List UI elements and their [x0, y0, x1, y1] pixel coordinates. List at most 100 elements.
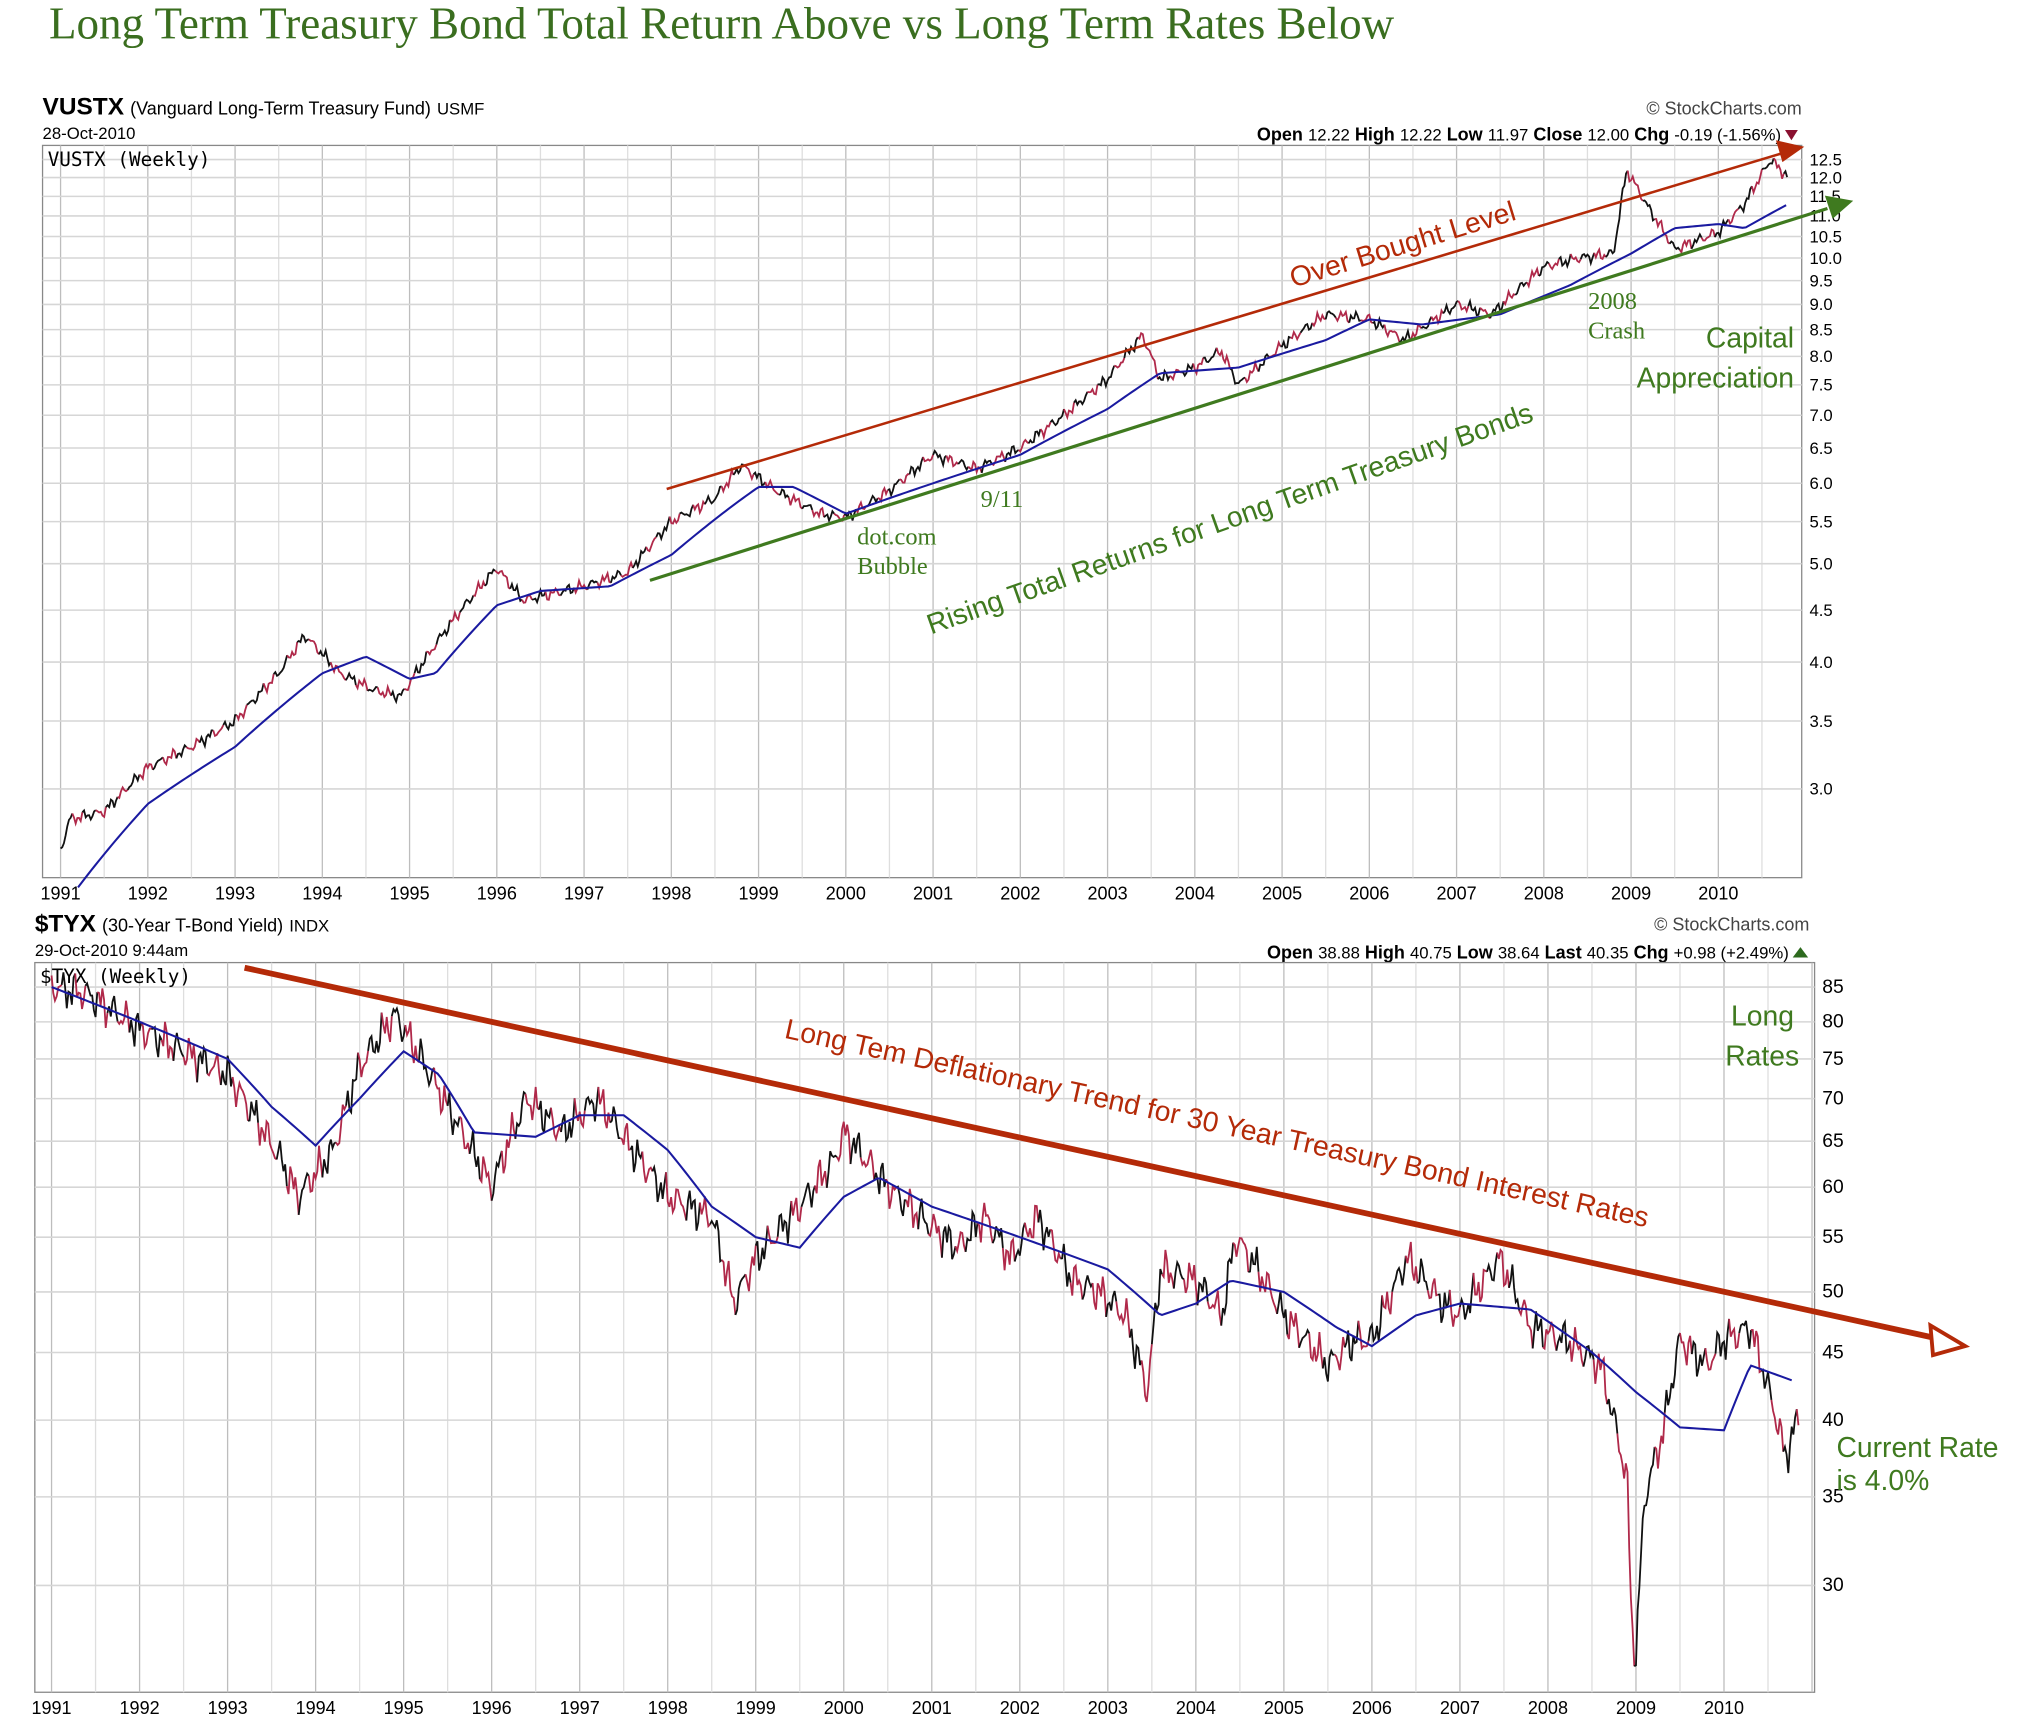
dotcom-label-1: dot.com [857, 523, 936, 550]
y-tick-label: 70 [1822, 1088, 1843, 1109]
y-tick-label: 4.5 [1809, 601, 1832, 620]
price-line-segment [1311, 309, 1326, 328]
x-tick-label: 1997 [560, 1698, 600, 1718]
price-line-segment [140, 1021, 152, 1051]
price-line-segment [1616, 1433, 1636, 1667]
price-line-segment [1150, 1268, 1163, 1345]
top-price-panel: 3.0 3.5 4.0 4.5 5.0 5.5 6.0 6.5 7.0 7.5 8.0 8.5 9.0 9… [41, 144, 1842, 904]
price-line-segment [945, 454, 959, 468]
price-line-segment [138, 762, 154, 782]
price-line-segment [1569, 253, 1582, 264]
quote-value-close: 12.00 [1587, 125, 1629, 144]
price-line-segment [196, 1044, 209, 1083]
price-line-segment [1018, 438, 1030, 454]
quote-label-close: Close [1533, 124, 1582, 144]
price-line-segment [1538, 260, 1550, 277]
price-line-segment [1097, 365, 1116, 390]
price-line-segment [1416, 1258, 1429, 1291]
price-line-segment [1442, 300, 1459, 316]
price-line-segment [1489, 301, 1505, 319]
y-tick-label: 5.5 [1809, 512, 1832, 531]
price-line-segment [550, 1107, 562, 1143]
price-line-segment [651, 1163, 667, 1203]
top-panel-header: VUSTX (Vanguard Long-Term Treasury Fund)… [43, 94, 1802, 145]
price-line-segment [1420, 316, 1433, 330]
y-tick-label: 6.0 [1809, 474, 1832, 493]
top-change-down-icon [1784, 129, 1798, 141]
price-line-segment [484, 568, 496, 587]
price-line-segment [446, 1092, 461, 1135]
quote-value-high: 40.75 [1410, 944, 1452, 963]
price-line-segment [1087, 384, 1099, 396]
price-line-segment [641, 1151, 654, 1183]
price-line-segment [849, 1132, 862, 1165]
price-line-segment [1232, 1236, 1250, 1273]
y-tick-label: 30 [1822, 1575, 1843, 1596]
current-rate-label-2: is 4.0% [1836, 1464, 1929, 1496]
x-tick-label: 2000 [826, 884, 866, 904]
quote-label-low: Low [1457, 943, 1494, 963]
price-line-segment [1128, 1328, 1143, 1369]
price-line-segment [1206, 1290, 1223, 1326]
price-line-segment [1728, 1318, 1741, 1350]
y-tick-label: 7.0 [1809, 406, 1832, 425]
price-line-segment [357, 1050, 369, 1078]
price-line-segment [1592, 1353, 1609, 1405]
price-line-segment [458, 1115, 471, 1154]
price-line-segment [873, 1162, 887, 1195]
price-line-segment [704, 485, 723, 505]
x-tick-label: 2001 [912, 1698, 952, 1718]
x-tick-label: 1999 [736, 1698, 776, 1718]
price-line-segment [246, 683, 265, 706]
price-line-segment [212, 724, 225, 738]
price-line-segment [887, 478, 901, 499]
price-line-segment [490, 1150, 503, 1201]
page-title: Long Term Treasury Bond Total Return Abo… [49, 0, 1395, 49]
y-tick-label: 80 [1822, 1012, 1843, 1033]
price-line-segment [1161, 1249, 1175, 1289]
price-line-segment [151, 1025, 163, 1058]
x-tick-label: 2009 [1611, 884, 1651, 904]
price-line-segment [286, 641, 299, 659]
price-line-segment [1004, 445, 1020, 463]
top-date: 28-Oct-2010 [43, 124, 136, 143]
price-line-segment [586, 579, 598, 590]
price-line-segment [908, 456, 924, 479]
price-line-segment [479, 1156, 493, 1201]
y-tick-label: 75 [1822, 1049, 1843, 1070]
top-symbol: VUSTX [43, 94, 125, 121]
price-line-segment [1299, 322, 1314, 334]
x-tick-label: 2010 [1698, 884, 1738, 904]
x-tick-label: 2006 [1352, 1698, 1392, 1718]
price-line-segment [500, 1112, 517, 1174]
quote-label-high: High [1355, 124, 1395, 144]
price-line-segment [1381, 1291, 1394, 1315]
x-tick-label: 1996 [477, 884, 517, 904]
price-line-segment [1700, 228, 1716, 242]
price-line-segment [1593, 246, 1607, 261]
price-line-segment [222, 714, 237, 732]
price-line-segment [126, 772, 141, 791]
price-line-segment [1140, 1344, 1153, 1403]
price-line-segment [185, 737, 201, 752]
x-tick-label: 2002 [1000, 1698, 1040, 1718]
price-line-segment [1714, 1318, 1730, 1360]
x-tick-label: 1995 [384, 1698, 424, 1718]
price-line-segment [509, 581, 523, 603]
x-tick-label: 2006 [1349, 884, 1389, 904]
price-line-segment [1404, 1241, 1419, 1284]
overbought-arrowhead-icon [1775, 140, 1805, 163]
bottom-symbol: $TYX [35, 911, 97, 938]
price-line-segment [335, 1104, 347, 1147]
price-line-segment [1654, 218, 1671, 245]
x-tick-label: 1998 [648, 1698, 688, 1718]
price-line-segment [321, 1139, 337, 1178]
price-line-segment [645, 536, 657, 553]
price-line-segment [1060, 1243, 1072, 1287]
price-line-segment [1467, 297, 1481, 317]
price-line-segment [752, 471, 767, 487]
price-line-segment [1795, 1409, 1800, 1426]
svg-text:VUSTX (Vanguard Long-Term Trea: VUSTX (Vanguard Long-Term Treasury Fund)… [43, 94, 485, 121]
price-line-segment [1437, 1289, 1451, 1323]
price-line-segment [160, 1021, 175, 1061]
